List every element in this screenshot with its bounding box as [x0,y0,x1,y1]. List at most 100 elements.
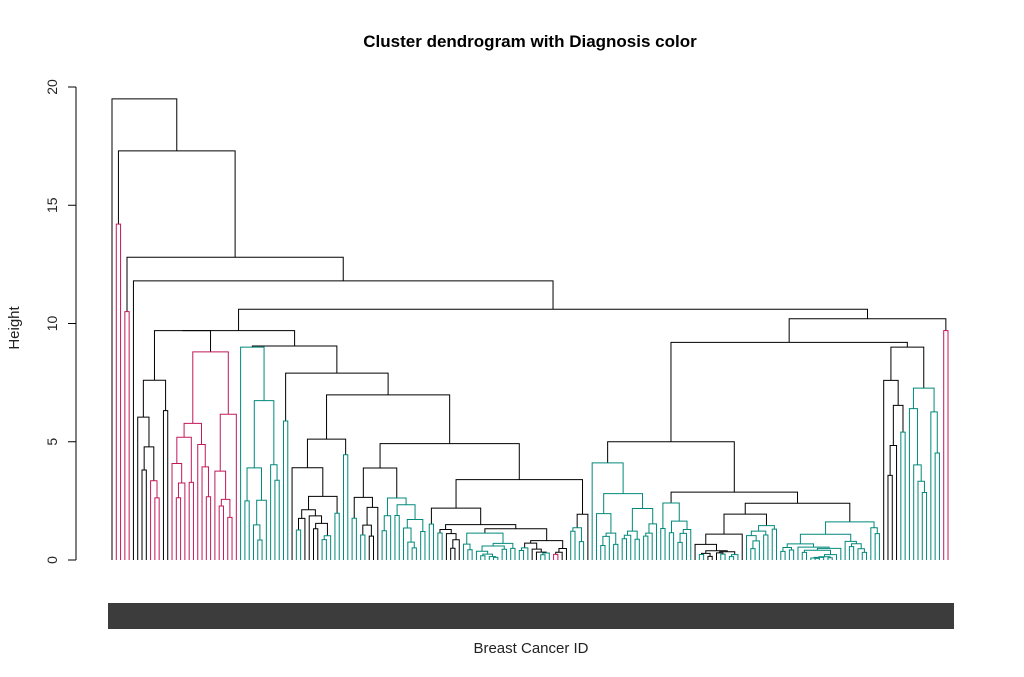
dendrogram-link [510,547,516,560]
dendrogram-link [816,547,842,560]
dendrogram-link [251,345,338,374]
dendrogram-link [192,351,229,424]
dendrogram-link [437,532,443,560]
dendrogram-link [908,408,918,560]
dendrogram-link [117,150,236,258]
dendrogram-link [786,543,815,548]
dendrogram-link [524,542,538,550]
dendrogram-link [900,431,906,560]
y-axis-label: Height [6,305,23,349]
dendrogram-link [455,479,584,515]
dendrogram-link [607,441,735,493]
dendrogram-link [814,557,820,560]
dendrogram-link [406,518,424,532]
dendrogram-link [323,535,332,560]
dendrogram-link [450,547,456,560]
dendrogram-link [660,527,666,560]
dendrogram-link [670,520,688,533]
dendrogram-link [182,330,296,346]
y-tick-label: 10 [44,316,60,332]
dendrogram-link [553,553,559,560]
dendrogram-link [870,527,878,560]
dendrogram-link [501,548,507,560]
dendrogram-link [137,416,150,560]
dendrogram-link [889,445,898,560]
dendrogram-link [723,513,767,535]
dendrogram-link [621,538,627,560]
dendrogram-link [730,554,739,560]
dendrogram-link [715,552,724,560]
dendrogram-link [797,546,830,560]
dendrogram-link [861,551,868,560]
dendrogram-link [315,522,328,536]
dendrogram-link [301,509,316,519]
dendrogram-link [578,541,585,560]
dendrogram-link [801,551,808,560]
dendrogram-link [825,521,875,535]
dendrogram-link [492,542,514,549]
dendrogram-link [520,547,529,560]
dendrogram-link [285,372,389,422]
dendrogram-link [682,529,692,560]
dendrogram-link [132,280,554,560]
dendrogram-link [238,308,869,331]
dendrogram-link [707,555,713,560]
dendrogram-link [244,500,250,560]
dendrogram-link [218,505,224,560]
dendrogram-link [274,479,280,560]
dendrogram-link [643,535,649,560]
dendrogram-link [605,532,617,545]
dendrogram-link [662,502,680,529]
dendrogram-link [823,554,838,560]
dendrogram-link [343,454,349,560]
dendrogram-link [445,524,517,530]
dendrogram-link [188,481,194,560]
dendrogram-link [782,547,793,552]
dendrogram-link [645,532,653,560]
dendrogram-link [201,466,209,560]
dendrogram-link [799,533,852,544]
dendrogram-link [308,515,323,560]
dendrogram-link [943,330,949,560]
x-axis-label: Breast Cancer ID [473,640,588,657]
dendrogram-link [368,535,375,560]
chart-title: Cluster dendrogram with Diagnosis color [363,32,697,51]
dendrogram-link [321,539,327,560]
y-tick-label: 20 [44,79,60,95]
dendrogram-link [183,422,202,445]
dendrogram-link [326,394,451,444]
dendrogram-link [700,552,711,557]
dendrogram-link [771,528,778,560]
dendrogram-link [252,524,261,560]
dendrogram-link [913,464,922,560]
dendrogram-link [176,436,192,483]
dendrogram-link [175,497,182,560]
dendrogram-link [420,531,426,560]
dendrogram-link [788,549,795,560]
dendrogram-link [291,467,324,560]
dendrogram-link [445,533,457,560]
dendrogram-link [603,493,644,514]
dendrogram-link [780,550,786,560]
dendrogram-link [439,528,452,534]
dendrogram-link [558,547,567,560]
dendrogram-link [930,411,938,560]
dendrogram-link [312,528,319,560]
dendrogram-link [306,438,347,468]
dendrogram-link [407,541,415,560]
dendrogram-link [890,346,925,389]
dendrogram-link [627,530,638,540]
dendrogram-link [475,550,489,560]
dendrogram-link [177,482,186,560]
dendrogram-link [542,552,550,560]
dendrogram-link [463,543,471,560]
dendrogram-link [934,452,940,560]
dendrogram-link [670,341,908,442]
dendrogram-link [788,318,947,343]
dendrogram-link [214,470,227,560]
dendrogram-link [758,525,775,532]
dendrogram-link [150,480,158,560]
dendrogram-link [466,532,504,545]
dendrogram-link [153,330,212,381]
